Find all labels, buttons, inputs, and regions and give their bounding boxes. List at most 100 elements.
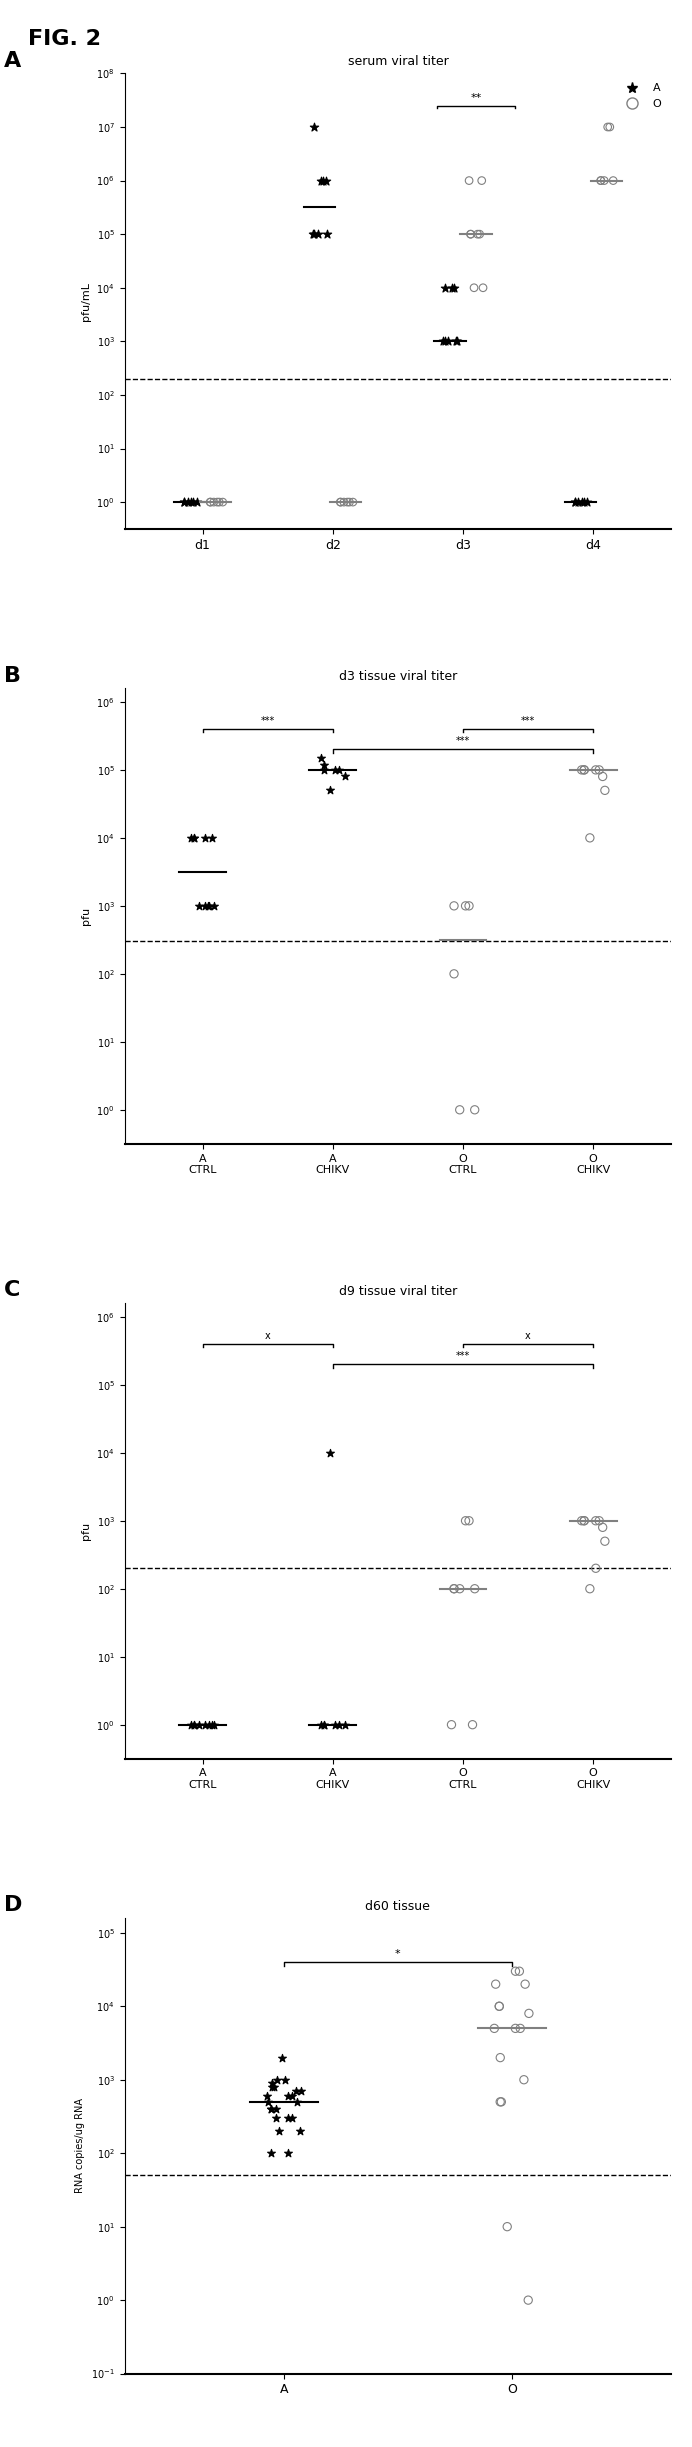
Point [209, 1706, 220, 1745]
Point [330, 751, 341, 790]
Point [442, 321, 453, 360]
Point [599, 1522, 610, 1561]
Point [595, 162, 606, 201]
Point [490, 1965, 501, 2004]
Point [309, 108, 320, 147]
Point [468, 269, 480, 308]
Point [316, 162, 327, 201]
Point [604, 108, 615, 147]
Point [185, 817, 197, 856]
Point [495, 2082, 506, 2122]
Point [590, 751, 601, 790]
Point [185, 482, 197, 521]
Point [267, 2068, 278, 2107]
Point [493, 1987, 504, 2026]
Point [450, 321, 462, 360]
Title: d60 tissue: d60 tissue [365, 1899, 430, 1914]
Y-axis label: pfu/mL: pfu/mL [81, 281, 91, 321]
Point [339, 1706, 350, 1745]
Point [194, 1706, 205, 1745]
Point [573, 482, 584, 521]
Point [209, 886, 220, 925]
Point [451, 321, 462, 360]
Y-axis label: RNA copies/ug RNA: RNA copies/ug RNA [75, 2100, 85, 2193]
Point [599, 771, 610, 810]
Point [469, 1091, 480, 1131]
Point [179, 482, 190, 521]
Point [477, 269, 489, 308]
Point [579, 751, 590, 790]
Point [570, 482, 581, 521]
Point [489, 2009, 500, 2048]
Point [334, 751, 345, 790]
Point [608, 162, 619, 201]
Point [200, 1706, 211, 1745]
Text: ***: *** [456, 1351, 470, 1361]
Title: serum viral titer: serum viral titer [347, 56, 448, 69]
Point [472, 215, 483, 254]
Point [291, 2073, 302, 2112]
Point [523, 1994, 534, 2033]
Point [335, 482, 346, 521]
Point [318, 751, 329, 790]
Text: *: * [395, 1948, 401, 1958]
Point [464, 162, 475, 201]
Point [576, 1500, 588, 1539]
Text: x: x [265, 1331, 271, 1341]
Point [324, 1434, 335, 1473]
Point [590, 1500, 601, 1539]
Point [261, 2078, 272, 2117]
Point [342, 482, 353, 521]
Point [579, 1500, 590, 1539]
Point [295, 2112, 306, 2151]
Point [214, 482, 225, 521]
Point [185, 1706, 197, 1745]
Point [584, 1569, 595, 1608]
Point [599, 162, 610, 201]
Point [316, 739, 327, 778]
Point [280, 2060, 291, 2100]
Point [474, 215, 485, 254]
Point [439, 321, 450, 360]
Point [318, 1706, 329, 1745]
Point [274, 2112, 285, 2151]
Text: FIG. 2: FIG. 2 [28, 29, 100, 49]
Point [582, 482, 593, 521]
Point [579, 751, 590, 790]
Point [495, 2082, 507, 2122]
Point [467, 1706, 478, 1745]
Point [282, 2100, 293, 2139]
Text: D: D [4, 1896, 23, 1916]
Point [518, 2060, 529, 2100]
Point [448, 269, 459, 308]
Point [460, 886, 471, 925]
Point [437, 321, 448, 360]
Point [324, 771, 335, 810]
Point [203, 1706, 215, 1745]
Point [510, 1953, 521, 1992]
Point [448, 1569, 459, 1608]
Point [217, 482, 228, 521]
Point [464, 886, 475, 925]
Text: ***: *** [521, 715, 535, 727]
Point [316, 1706, 327, 1745]
Point [469, 1569, 480, 1608]
Point [207, 817, 218, 856]
Point [460, 1500, 471, 1539]
Point [266, 2090, 277, 2129]
Point [208, 482, 219, 521]
Point [515, 2009, 526, 2048]
Point [465, 215, 476, 254]
Text: x: x [525, 1331, 531, 1341]
Point [287, 2100, 298, 2139]
Point [318, 1706, 329, 1745]
Point [271, 2060, 282, 2100]
Point [205, 482, 216, 521]
Point [502, 2207, 513, 2246]
Point [182, 482, 193, 521]
Point [188, 1706, 199, 1745]
Point [576, 751, 588, 790]
Point [266, 2090, 277, 2129]
Point [267, 2063, 278, 2102]
Point [594, 1500, 605, 1539]
